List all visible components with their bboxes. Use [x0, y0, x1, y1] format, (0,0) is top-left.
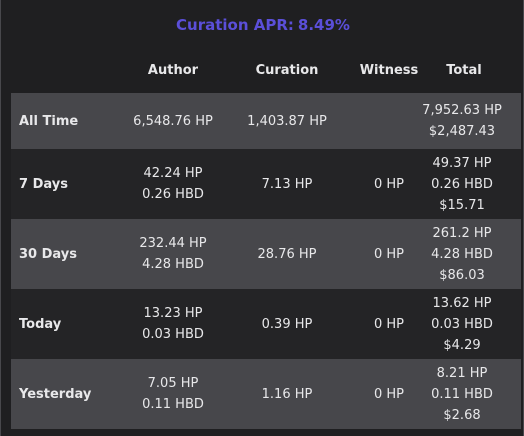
row-label: Today [19, 316, 62, 332]
total-cell-line: 7,952.63 HP [422, 103, 502, 118]
curation-cell: 1,403.87 HP [235, 93, 339, 149]
table-row: All Time 6,548.76 HP 1,403.87 HP 7,952.63 H… [11, 93, 521, 149]
author-cell-line: 13.23 HP [143, 306, 203, 321]
witness-cell: 0 HP [339, 359, 439, 429]
author-cell: 42.24 HP 0.26 HBD [111, 149, 235, 219]
curation-cell: 0.39 HP [235, 289, 339, 359]
row-label-cell: 30 Days [11, 219, 111, 289]
author-cell: 7.05 HP 0.11 HBD [111, 359, 235, 429]
total-cell-line: $2.68 [443, 407, 481, 423]
curation-cell-line: 28.76 HP [257, 246, 317, 262]
total-cell-line: 0.03 HBD [431, 316, 493, 332]
author-cell-line: 6,548.76 HP [133, 113, 213, 129]
table-row: Today 13.23 HP 0.03 HBD 0.39 HP 0 HP 13.62 HP… [11, 289, 521, 359]
total-cell-line: $15.71 [439, 197, 485, 213]
row-label-cell: 7 Days [11, 149, 111, 219]
total-cell-line: $86.03 [439, 267, 485, 283]
total-cell: 13.62 HP 0.03 HBD $4.29 [411, 289, 521, 359]
author-cell-line: 0.26 HBD [142, 187, 204, 202]
author-cell: 13.23 HP 0.03 HBD [111, 289, 235, 359]
witness-cell-line: 0 HP [373, 316, 405, 332]
author-cell-line: 0.11 HBD [142, 397, 204, 412]
total-cell-line: 0.11 HBD [431, 386, 493, 402]
author-cell: 6,548.76 HP [111, 93, 235, 149]
curation-apr-label: Curation APR: [176, 16, 294, 34]
witness-cell-line: 0 HP [373, 246, 405, 262]
total-cell-line: $4.29 [443, 337, 481, 353]
table-row: Yesterday 7.05 HP 0.11 HBD 1.16 HP 0 HP 8.21 … [11, 359, 521, 429]
column-header-author: Author [147, 63, 199, 78]
total-cell-line: $2,487.43 [428, 124, 496, 139]
column-header-witness: Witness [359, 63, 419, 78]
witness-cell: 0 HP [339, 149, 439, 219]
curation-cell-line: 0.39 HP [261, 316, 313, 332]
witness-cell: 0 HP [339, 289, 439, 359]
witness-cell-line: 0 HP [373, 386, 405, 402]
curation-cell: 1.16 HP [235, 359, 339, 429]
row-label: Yesterday [19, 386, 92, 402]
row-label-cell: Yesterday [11, 359, 111, 429]
row-label: All Time [19, 113, 79, 129]
total-cell-line: 13.62 HP [432, 295, 492, 311]
row-label-cell: Today [11, 289, 111, 359]
witness-cell-line: 0 HP [373, 176, 405, 192]
row-label-cell: All Time [11, 93, 111, 149]
curation-cell-line: 1,403.87 HP [247, 113, 327, 129]
total-cell-line: 261.2 HP [432, 225, 492, 241]
total-cell-line: 49.37 HP [432, 155, 492, 171]
table-row: 30 Days 232.44 HP 4.28 HBD 28.76 HP 0 HP 261.… [11, 219, 521, 289]
curation-cell: 28.76 HP [235, 219, 339, 289]
author-cell-line: 0.03 HBD [142, 327, 204, 342]
column-header-total: Total [446, 63, 482, 78]
table-header: Author Curation Witness Total [11, 52, 521, 90]
rewards-table-body: All Time 6,548.76 HP 1,403.87 HP 7,952.63 H… [11, 93, 521, 429]
curation-apr: Curation APR: 8.49% [1, 16, 524, 34]
total-cell: 49.37 HP 0.26 HBD $15.71 [411, 149, 521, 219]
curation-apr-value: 8.49% [297, 16, 350, 34]
row-label: 7 Days [19, 176, 68, 192]
author-cell-line: 7.05 HP [147, 376, 199, 391]
total-cell: 8.21 HP 0.11 HBD $2.68 [411, 359, 521, 429]
author-cell: 232.44 HP 4.28 HBD [111, 219, 235, 289]
row-label: 30 Days [19, 246, 77, 262]
author-cell-line: 4.28 HBD [142, 257, 204, 272]
total-cell-line: 0.26 HBD [431, 176, 493, 192]
total-cell: 261.2 HP 4.28 HBD $86.03 [411, 219, 521, 289]
column-header-curation: Curation [255, 63, 319, 78]
total-cell-line: 8.21 HP [436, 365, 488, 381]
total-cell: 7,952.63 HP $2,487.43 [411, 93, 521, 149]
curation-cell-line: 1.16 HP [261, 386, 313, 402]
witness-cell: 0 HP [339, 219, 439, 289]
author-cell-line: 42.24 HP [143, 166, 203, 181]
table-row: 7 Days 42.24 HP 0.26 HBD 7.13 HP 0 HP 49.37 H… [11, 149, 521, 219]
author-cell-line: 232.44 HP [139, 236, 207, 251]
total-cell-line: 4.28 HBD [431, 246, 493, 262]
curation-cell-line: 7.13 HP [261, 176, 313, 192]
curation-cell: 7.13 HP [235, 149, 339, 219]
